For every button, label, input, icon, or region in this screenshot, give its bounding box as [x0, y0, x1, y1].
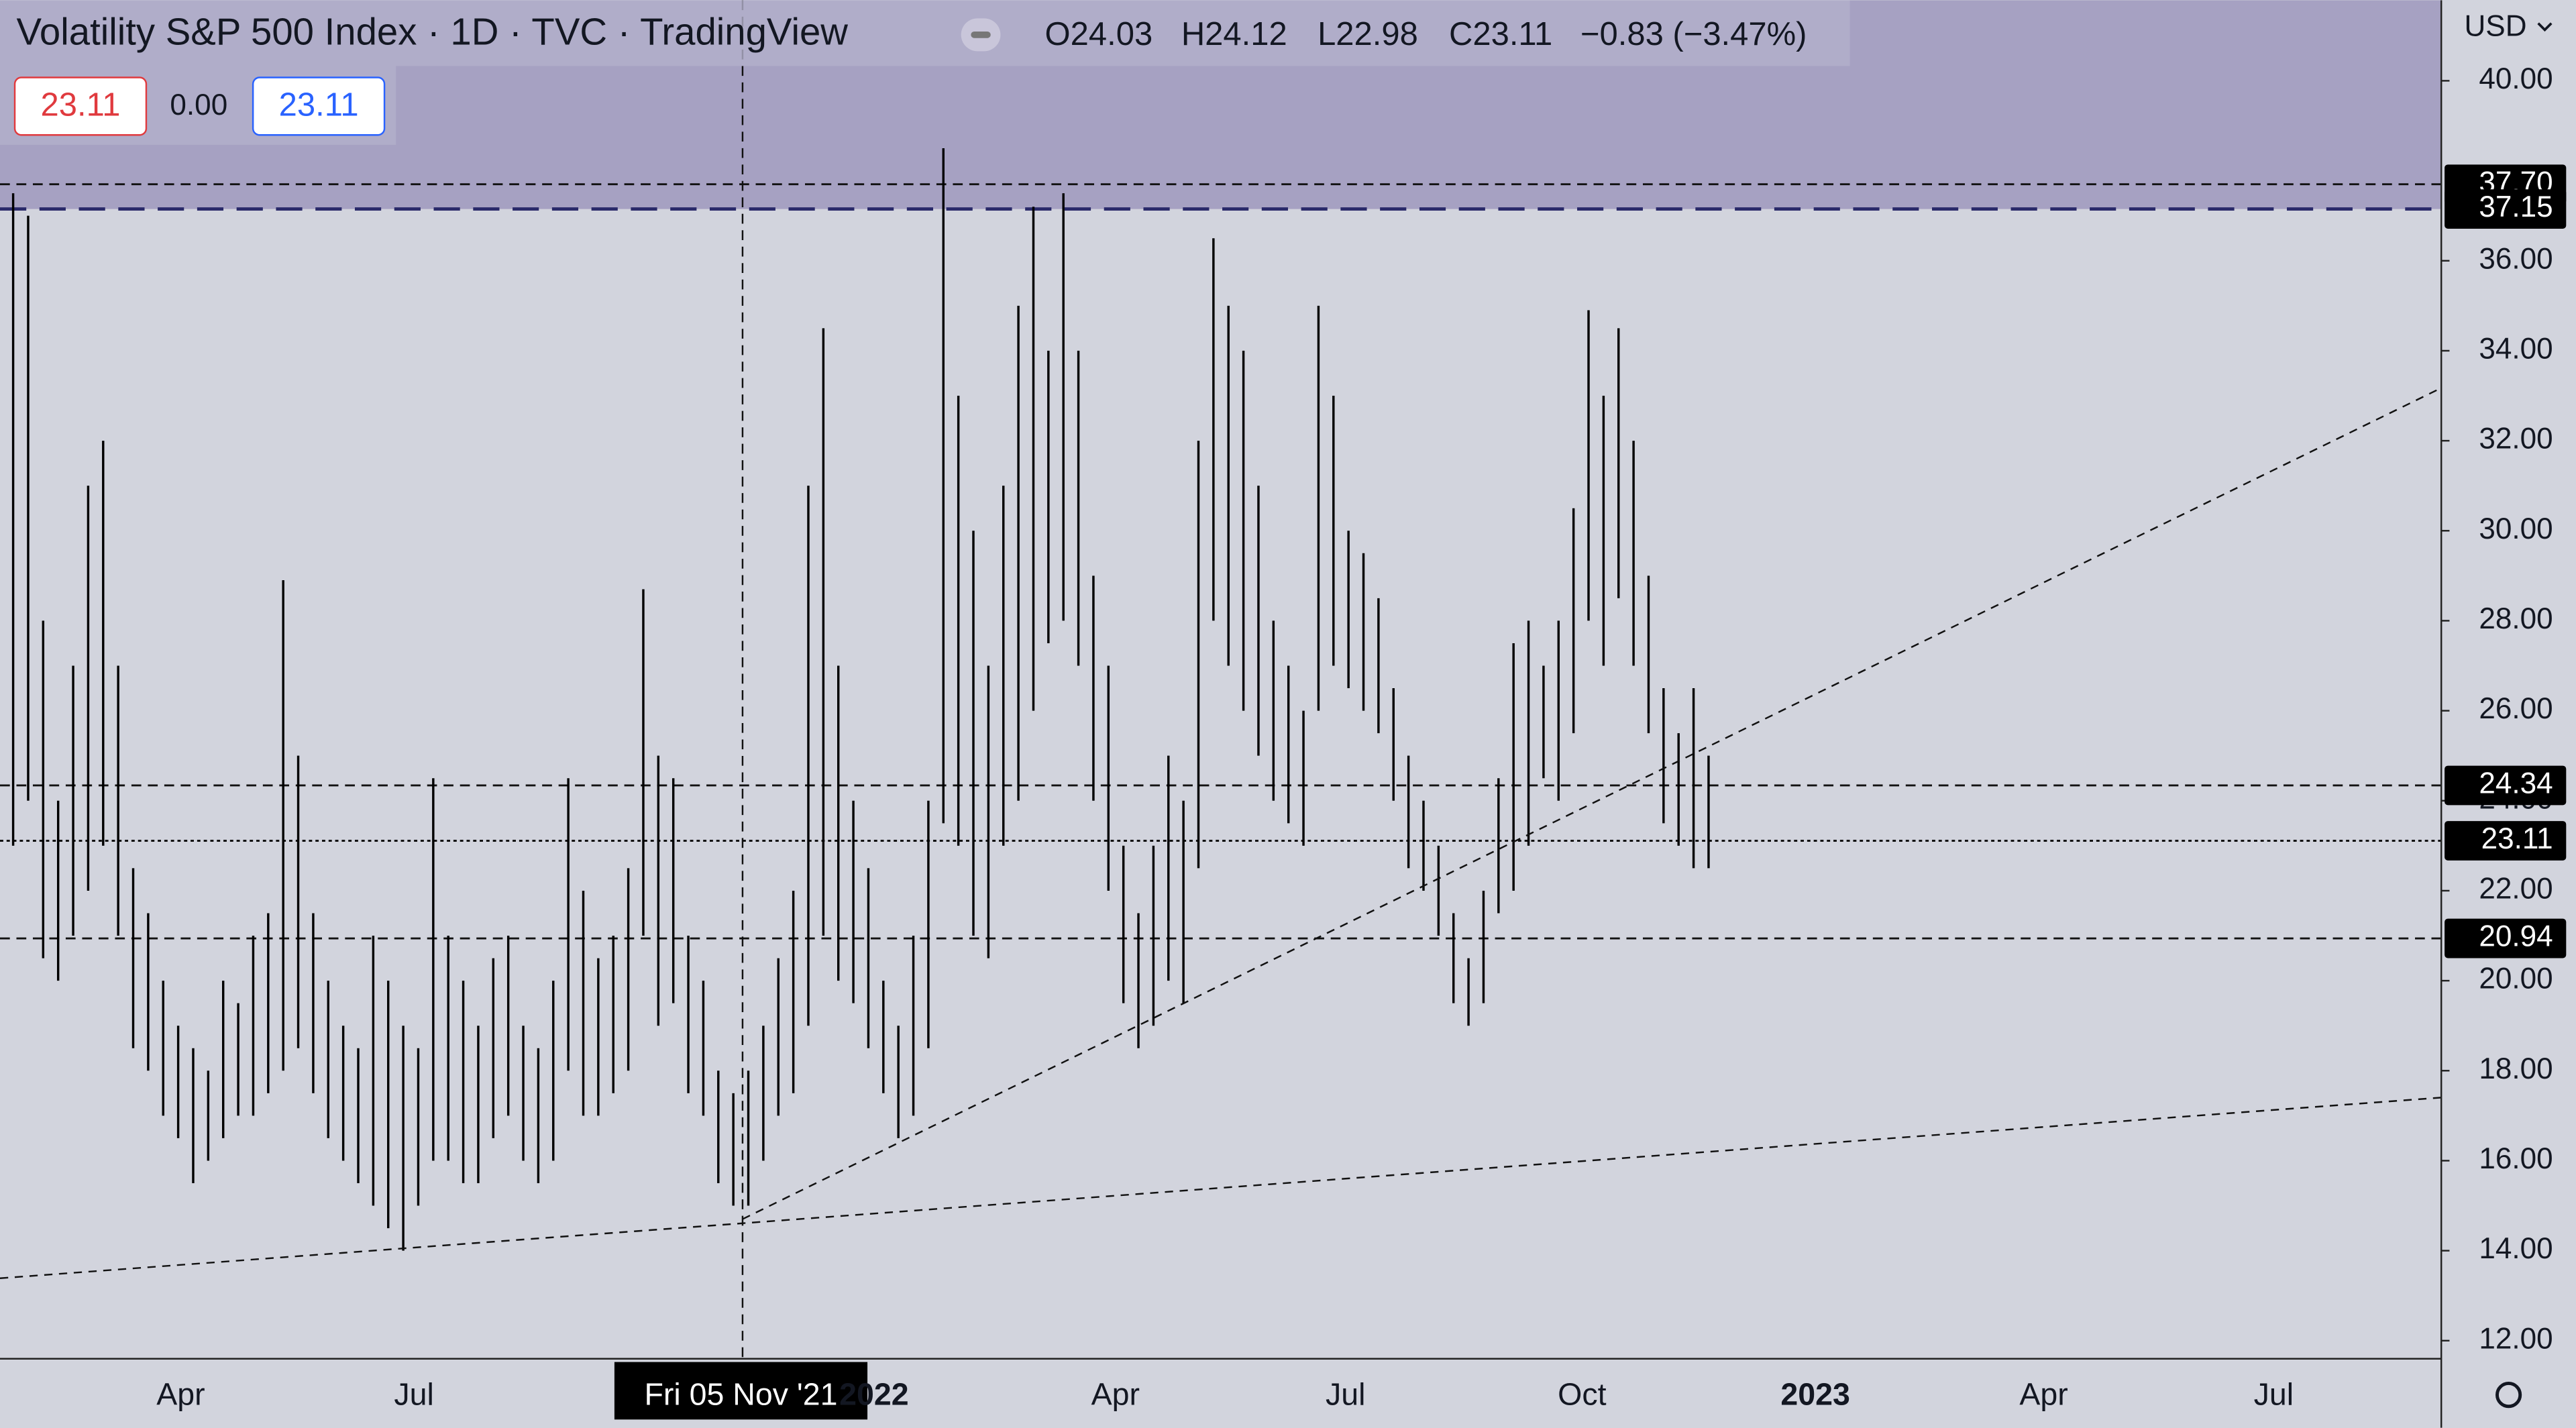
currency-caret [2537, 22, 2553, 32]
price-label-bg [2445, 765, 2567, 806]
ohlc-value: L22.98 [1318, 16, 1418, 52]
sell-box[interactable] [13, 76, 148, 136]
price-label-bg [2445, 918, 2567, 958]
sell-price: 23.11 [41, 87, 121, 123]
x-tick-label: Apr [156, 1376, 205, 1411]
price-label: 20.94 [2479, 920, 2553, 953]
collapse-icon [971, 31, 991, 38]
y-tick-label: 36.00 [2479, 242, 2553, 275]
x-tick-label: Apr [1091, 1376, 1140, 1411]
buy-price: 23.11 [279, 87, 359, 123]
y-tick-label: 18.00 [2479, 1052, 2553, 1085]
y-tick-label: 26.00 [2479, 692, 2553, 725]
crosshair-label-bg [614, 1362, 868, 1420]
y-tick-label: 12.00 [2479, 1322, 2553, 1355]
price-label: 37.15 [2479, 190, 2553, 223]
x-tick-label: 2022 [839, 1376, 908, 1411]
price-label-bg [2445, 189, 2567, 229]
ohlc-value: C23.11 [1449, 16, 1552, 52]
currency-bg [2443, 0, 2576, 60]
x-tick-label: Jul [1326, 1376, 1365, 1411]
buy-box[interactable] [252, 76, 386, 136]
crosshair-label: Fri 05 Nov '21 [644, 1376, 837, 1411]
price-label: 24.34 [2479, 767, 2553, 800]
x-tick-label: 2023 [1780, 1376, 1849, 1411]
y-tick-label: 34.00 [2479, 333, 2553, 366]
x-tick-label: Oct [1558, 1376, 1606, 1411]
y-tick-label: 14.00 [2479, 1232, 2553, 1265]
price-label-bg [2445, 821, 2567, 861]
ohlc-value: H24.12 [1181, 16, 1287, 52]
header-bg [0, 0, 1850, 66]
currency[interactable]: USD [2464, 10, 2526, 43]
x-tick-label: Jul [394, 1376, 433, 1411]
spread: 0.00 [170, 89, 227, 121]
ohlc-value: −0.83 (−3.47%) [1580, 16, 1807, 52]
trend-line [742, 387, 2442, 1220]
settings-icon[interactable] [2496, 1382, 2522, 1409]
ohlc-value: O24.03 [1045, 16, 1153, 52]
y-tick-label: 16.00 [2479, 1142, 2553, 1175]
x-tick-label: Apr [2019, 1376, 2068, 1411]
y-tick-label: 30.00 [2479, 512, 2553, 545]
y-tick-label: 20.00 [2479, 963, 2553, 995]
price-label: 23.11 [2481, 822, 2553, 855]
symbol-title: Volatility S&P 500 Index · 1D · TVC · Tr… [16, 11, 848, 53]
y-tick-label: 40.00 [2479, 62, 2553, 95]
x-tick-label: Jul [2254, 1376, 2294, 1411]
y-tick-label: 32.00 [2479, 423, 2553, 455]
y-tick-label: 28.00 [2479, 602, 2553, 635]
y-tick-label: 22.00 [2479, 873, 2553, 905]
